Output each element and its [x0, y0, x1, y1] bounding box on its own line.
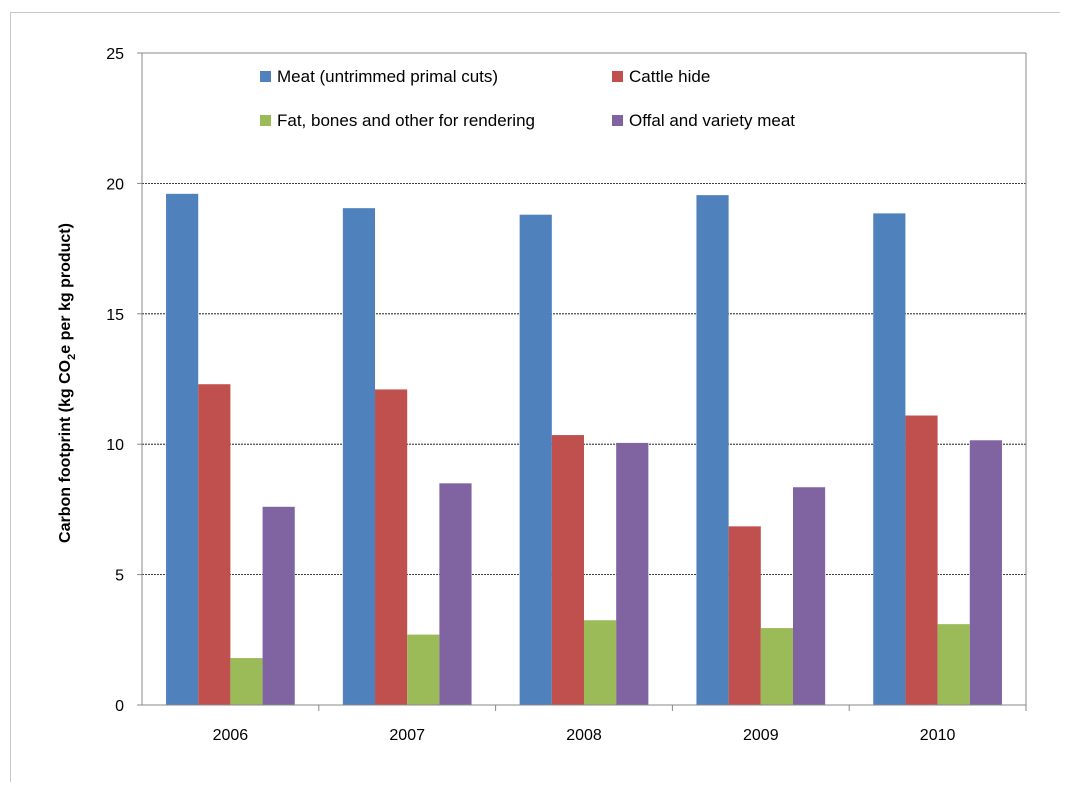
- y-tick-labels: 0 5 10 15 20 25: [106, 46, 142, 715]
- x-tick-label: 2006: [213, 727, 249, 744]
- bar: [551, 435, 584, 705]
- bar: [760, 628, 793, 705]
- legend: Meat (untrimmed primal cuts) Cattle hide F…: [260, 67, 795, 130]
- bar: [439, 483, 472, 705]
- legend-label: Fat, bones and other for rendering: [277, 111, 535, 130]
- bar: [873, 213, 906, 705]
- x-tick-label: 2007: [389, 727, 425, 744]
- y-tick-label: 5: [115, 568, 124, 585]
- legend-swatch: [612, 71, 623, 82]
- bar: [937, 624, 970, 705]
- x-tick-label: 2009: [743, 727, 779, 744]
- bar: [616, 442, 649, 705]
- y-tick-label: 10: [106, 437, 124, 454]
- legend-swatch: [260, 115, 271, 126]
- legend-label: Cattle hide: [629, 67, 710, 86]
- bar: [407, 634, 440, 705]
- bar: [905, 415, 938, 705]
- y-tick-label: 20: [106, 176, 124, 193]
- chart-frame: [10, 12, 1060, 782]
- bar: [262, 506, 295, 705]
- bar: [342, 208, 376, 705]
- bar: [584, 620, 617, 705]
- legend-swatch: [260, 71, 271, 82]
- bar: [230, 658, 263, 705]
- legend-label: Meat (untrimmed primal cuts): [277, 67, 498, 86]
- bars: [166, 193, 1002, 706]
- y-tick-label: 25: [106, 46, 124, 63]
- bar: [166, 193, 199, 705]
- x-tick-label: 2008: [566, 727, 602, 744]
- bar: [728, 526, 761, 705]
- bar: [375, 389, 408, 705]
- legend-label: Offal and variety meat: [629, 111, 795, 130]
- y-tick-label: 0: [115, 698, 124, 715]
- bar: [696, 195, 729, 706]
- x-tick-labels: 2006 2007 2008 2009 2010: [213, 705, 1027, 744]
- bar: [519, 214, 552, 706]
- y-axis-title: Carbon footprint (kg CO2e per kg product…: [57, 223, 78, 543]
- bar: [198, 384, 231, 705]
- bar: [969, 440, 1002, 705]
- legend-swatch: [612, 115, 623, 126]
- axes: [141, 52, 1027, 706]
- y-tick-label: 15: [106, 307, 124, 324]
- x-tick-label: 2010: [920, 727, 956, 744]
- bar: [792, 487, 826, 705]
